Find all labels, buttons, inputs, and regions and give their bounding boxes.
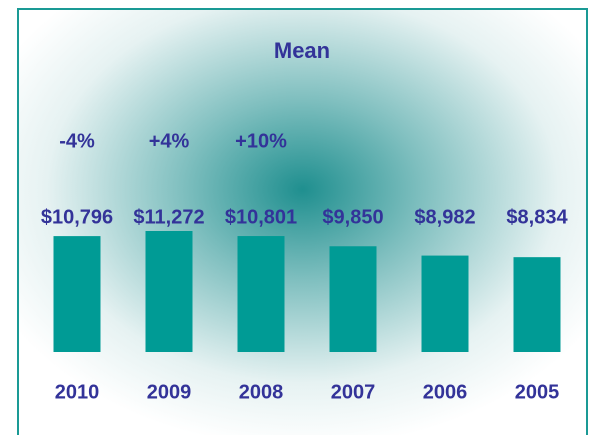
x-tick-label: 2007 (331, 381, 376, 403)
value-label: $11,272 (133, 206, 204, 228)
value-label: $8,834 (506, 206, 568, 228)
value-label: $8,982 (414, 206, 475, 228)
bar (145, 231, 193, 352)
annotation: -4% (59, 130, 95, 152)
x-tick-label: 2008 (239, 381, 284, 403)
x-tick-label: 2006 (423, 381, 468, 403)
chart-title: Mean (274, 38, 330, 63)
annotation: +10% (235, 130, 287, 152)
chart-frame (17, 8, 588, 435)
bar (237, 236, 285, 352)
value-label: $9,850 (322, 206, 383, 228)
x-tick-label: 2010 (55, 381, 100, 403)
bar (329, 246, 377, 352)
bar (513, 257, 561, 352)
bar (421, 255, 469, 352)
x-tick-label: 2005 (515, 381, 560, 403)
x-tick-label: 2009 (147, 381, 192, 403)
value-label: $10,796 (41, 206, 113, 228)
annotation: +4% (149, 130, 190, 152)
value-label: $10,801 (225, 206, 297, 228)
bar (53, 236, 101, 352)
